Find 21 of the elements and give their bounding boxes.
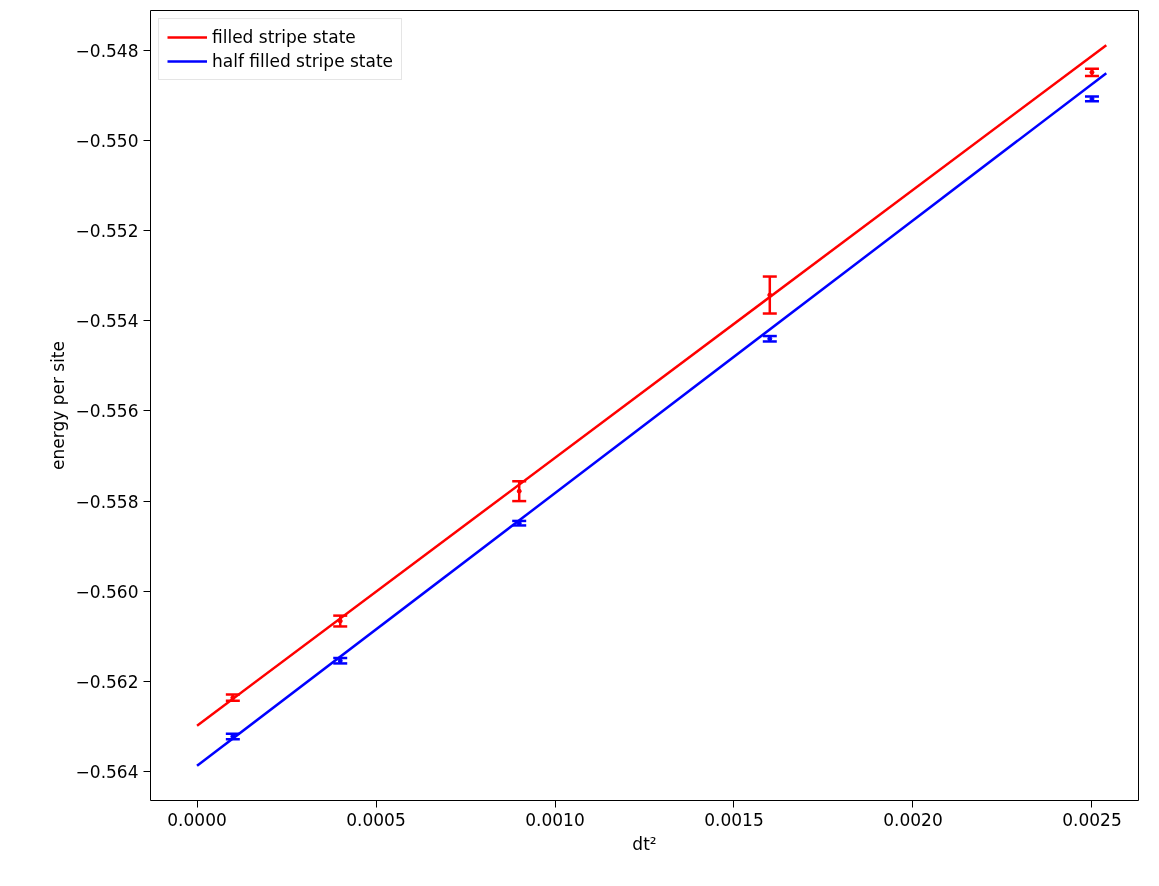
x-axis-title: dt²: [632, 833, 657, 854]
y-tick-label: −0.548: [75, 40, 139, 61]
y-tick-label: −0.550: [75, 130, 139, 151]
x-tick-label: 0.0015: [704, 809, 764, 830]
y-tick-label: −0.562: [75, 671, 139, 692]
y-tick-label: −0.558: [75, 491, 139, 512]
x-tick-label: 0.0020: [883, 809, 943, 830]
x-tick-label: 0.0000: [167, 809, 227, 830]
point: [516, 488, 522, 494]
y-tick-label: −0.552: [75, 221, 139, 242]
y-tick-label: −0.564: [75, 762, 139, 783]
y-tick-label: −0.554: [75, 311, 139, 332]
y-axis-title: energy per site: [47, 340, 68, 470]
point: [767, 292, 773, 298]
y-tick-label: −0.560: [75, 581, 139, 602]
x-tick-label: 0.0010: [525, 809, 585, 830]
x-tick-label: 0.0025: [1062, 809, 1122, 830]
y-tick-label: −0.556: [75, 401, 139, 422]
legend-label: half filled stripe state: [212, 51, 394, 71]
x-tick-label: 0.0005: [346, 809, 406, 830]
legend-label: filled stripe state: [212, 27, 356, 47]
